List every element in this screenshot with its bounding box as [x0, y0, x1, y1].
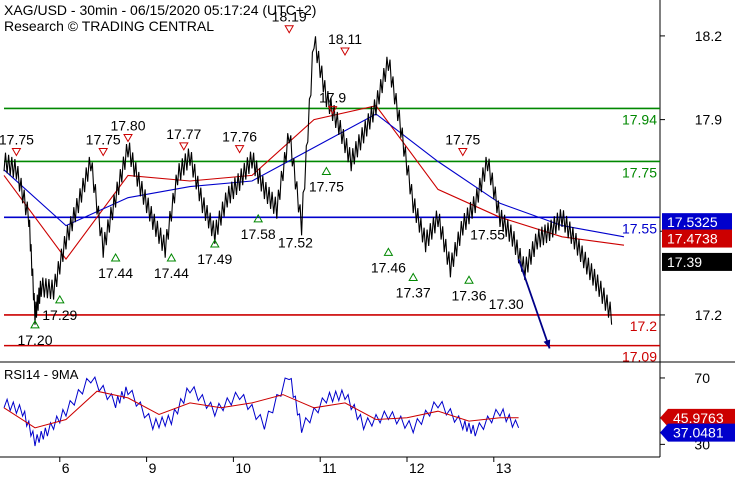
- swing-high-marker: [284, 25, 295, 34]
- rsi-ma-line: [3, 390, 519, 429]
- price-line: [3, 36, 613, 325]
- horizontal-levels: 17.94 17.75 17.55 17.2 17.09: [4, 107, 660, 365]
- price-annotation: 17.52: [278, 235, 313, 251]
- swing-low-marker: [408, 272, 419, 281]
- swing-high-label: 17.75: [86, 131, 121, 147]
- rsi-value-tag-label: 37.0481: [673, 425, 724, 441]
- swing-high-label: 17.75: [0, 131, 34, 147]
- price-tag-box: [662, 252, 732, 271]
- swing-low-label: 17.37: [396, 285, 431, 301]
- price-axis-tick-label: 17.9: [695, 112, 722, 128]
- level-label-17.2: 17.2: [630, 318, 657, 334]
- price-annotation: 17.30: [489, 296, 524, 312]
- slow-ma-line: [3, 113, 625, 238]
- swing-high-marker: [123, 134, 133, 143]
- price-tag-box: [662, 229, 732, 248]
- date-axis-tick-label: 13: [496, 460, 512, 476]
- swing-low-marker: [253, 213, 264, 223]
- fast-ma-line: [3, 105, 625, 261]
- level-label-17.55: 17.55: [622, 220, 657, 236]
- price-axis-tick-label: 17.2: [695, 307, 722, 323]
- panel-frames: [0, 0, 735, 458]
- swing-high-marker: [98, 147, 109, 157]
- date-axis-tick-label: 11: [322, 460, 337, 476]
- swing-low-label: 17.58: [241, 226, 276, 242]
- price-tag-box: [662, 213, 732, 232]
- price-annotation: 17.55: [470, 226, 505, 242]
- swing-low-label: 17.44: [98, 265, 133, 281]
- date-axis-tick-label: 6: [62, 460, 70, 476]
- rsi-line: [3, 375, 520, 447]
- rsi-value-tag-label: 45.9763: [673, 410, 724, 426]
- swing-low-label: 17.49: [197, 251, 232, 267]
- rsi-axis-tick-label: 70: [694, 370, 710, 386]
- swing-low-marker: [209, 239, 220, 248]
- swing-high-marker: [234, 145, 245, 154]
- swing-low-label: 17.44: [154, 265, 189, 281]
- rsi-series: [3, 375, 520, 447]
- forecast-arrow-head: [543, 339, 551, 349]
- chart-source: Research © TRADING CENTRAL: [4, 18, 214, 34]
- date-axis-tick-label: 9: [149, 460, 157, 476]
- level-label-17.09: 17.09: [622, 349, 657, 365]
- swing-high-marker: [340, 47, 350, 57]
- swing-high-label: 17.77: [166, 126, 201, 142]
- rsi-title: RSI14 - 9MA: [4, 367, 79, 382]
- swing-high-label: 17.76: [222, 129, 257, 145]
- swing-low-label: 17.36: [451, 287, 486, 303]
- swing-high-label: 18.11: [328, 31, 362, 47]
- level-label-17.75: 17.75: [622, 164, 657, 180]
- price-tag-label: 17.5325: [667, 214, 718, 230]
- moving-averages: [3, 105, 625, 261]
- swing-low-marker: [383, 247, 394, 256]
- swing-low-marker: [30, 319, 40, 329]
- swing-low-label: 17.46: [371, 259, 406, 275]
- swing-low-label: 17.29: [42, 307, 77, 323]
- date-axis-tick-label: 10: [235, 460, 251, 476]
- chart-title: XAG/USD - 30min - 06/15/2020 05:17:24 (U…: [4, 2, 316, 18]
- swing-low-marker: [110, 252, 121, 262]
- swing-high-label: 17.80: [110, 118, 145, 134]
- swing-high-label: 17.9: [319, 90, 346, 106]
- forecast-arrow-shaft: [517, 258, 551, 349]
- price-axis-tick-label: 18.2: [695, 28, 722, 44]
- date-axis-tick-label: 12: [409, 460, 425, 476]
- swing-low-marker: [321, 166, 332, 175]
- swing-high-marker: [178, 142, 189, 151]
- swing-low-label: 17.75: [309, 178, 344, 194]
- swing-high-label: 17.75: [445, 131, 480, 147]
- swing-high-label: 18.19: [272, 9, 307, 25]
- rsi-value-tag-box: [660, 408, 735, 427]
- price-series: [3, 36, 613, 325]
- swing-low-marker: [54, 294, 65, 304]
- rsi-value-tag-box: [660, 423, 735, 442]
- price-tag-label: 17.39: [667, 254, 702, 270]
- price-tag-label: 17.4738: [667, 231, 718, 247]
- swing-low-marker: [166, 252, 177, 262]
- swing-low-marker: [464, 275, 474, 284]
- level-label-17.94: 17.94: [622, 111, 657, 127]
- swing-high-marker: [457, 147, 468, 157]
- swing-high-marker: [11, 147, 22, 157]
- swing-low-label: 17.20: [17, 332, 52, 348]
- swing-high-marker: [327, 106, 338, 115]
